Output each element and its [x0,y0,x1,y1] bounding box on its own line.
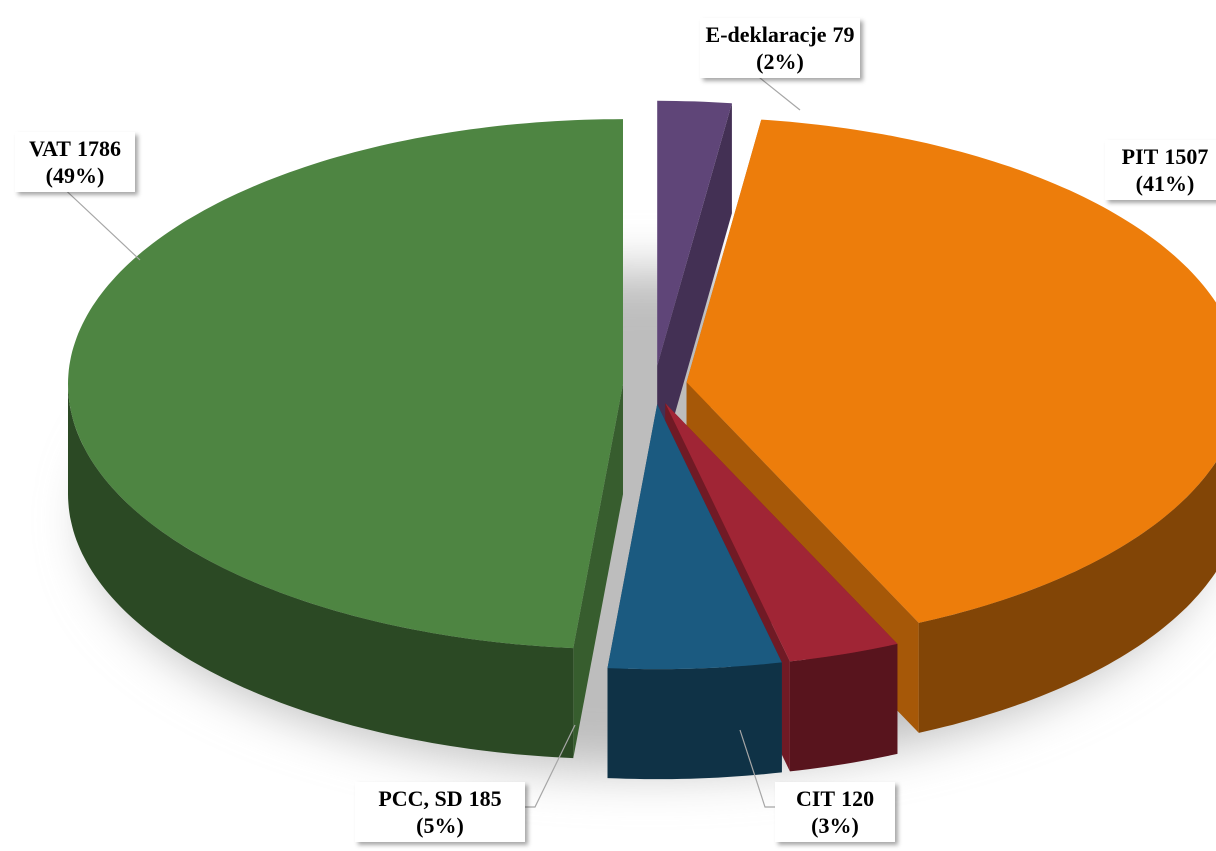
label-value: 1786 [77,136,121,161]
data-label: E-deklaracje 79(2%) [700,18,860,111]
slice-side [573,384,623,759]
label-box [15,132,135,192]
label-category: E-deklaracje [706,22,827,47]
label-value: 1507 [1164,144,1208,169]
label-category: CIT [796,786,835,811]
label-box [775,782,895,842]
label-value: 185 [469,786,502,811]
label-box [1105,140,1216,200]
leader-line [525,724,576,808]
label-value: 120 [841,786,874,811]
label-text: E-deklaracje 79 [706,22,855,47]
slice-tops [68,100,1216,670]
label-percent: (3%) [811,813,859,838]
label-text: VAT 1786 [29,136,121,161]
slice-wall [918,461,1216,733]
label-category: PIT [1122,144,1159,169]
slice [686,119,1216,623]
label-percent: (41%) [1136,171,1195,196]
data-label: PIT 1507(41%) [1105,140,1216,200]
slice-side [657,103,732,476]
label-value: 79 [832,22,854,47]
label-category: PCC, SD [378,786,462,811]
slice [665,403,898,662]
label-box [355,782,525,842]
label-text: CIT 120 [796,786,874,811]
label-percent: (5%) [416,813,464,838]
data-label: PCC, SD 185(5%) [355,724,576,842]
label-percent: (49%) [46,163,105,188]
label-percent: (2%) [756,49,804,74]
label-category: VAT [29,136,71,161]
label-text: PCC, SD 185 [378,786,501,811]
data-labels: E-deklaracje 79(2%)PIT 1507(41%)CIT 120(3%)… [15,18,1216,842]
slice-wall [789,643,898,772]
slice-wall [68,384,574,759]
leader-line [739,729,775,808]
label-box [700,18,860,78]
slice [68,119,623,649]
slice [607,404,782,670]
slice-wall [607,662,782,780]
data-label: VAT 1786(49%) [15,132,141,261]
slice [657,100,732,366]
label-text: PIT 1507 [1122,144,1209,169]
data-label: CIT 120(3%) [739,729,895,842]
